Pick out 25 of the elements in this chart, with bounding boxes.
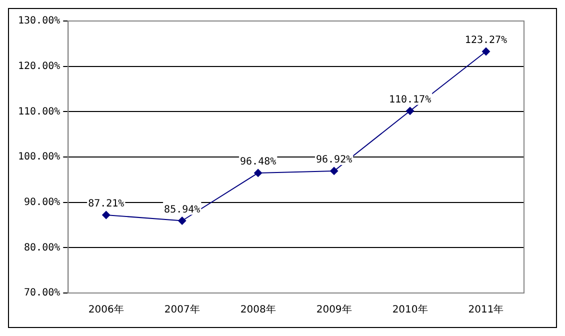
x-tick-label: 2008年	[240, 304, 276, 316]
point	[102, 210, 110, 219]
data-label: 96.48%	[240, 156, 276, 168]
point	[406, 106, 414, 115]
x-tick-label: 2010年	[392, 304, 428, 316]
y-tick-label: 120.00%	[18, 60, 60, 72]
y-tick-label: 110.00%	[18, 106, 60, 118]
point	[178, 216, 186, 225]
y-tick-label: 130.00%	[18, 16, 60, 27]
y-tick-label: 100.00%	[18, 152, 60, 163]
point	[330, 166, 338, 175]
data-label: 85.94%	[164, 204, 200, 216]
point	[254, 168, 262, 177]
y-tick-label: 80.00%	[24, 242, 60, 254]
data-label: 110.17%	[388, 94, 432, 106]
data-label: 123.27%	[464, 35, 508, 46]
data-label: 96.92%	[316, 154, 352, 166]
point	[482, 48, 490, 56]
x-tick-label: 2007年	[164, 304, 200, 316]
x-tick-label: 2009年	[316, 304, 352, 316]
x-tick-label: 2011年	[468, 304, 504, 316]
x-tick-label: 2006年	[88, 304, 124, 316]
y-tick-label: 70.00%	[24, 288, 60, 299]
y-tick-label: 90.00%	[24, 196, 60, 208]
data-label: 87.21%	[88, 198, 124, 210]
